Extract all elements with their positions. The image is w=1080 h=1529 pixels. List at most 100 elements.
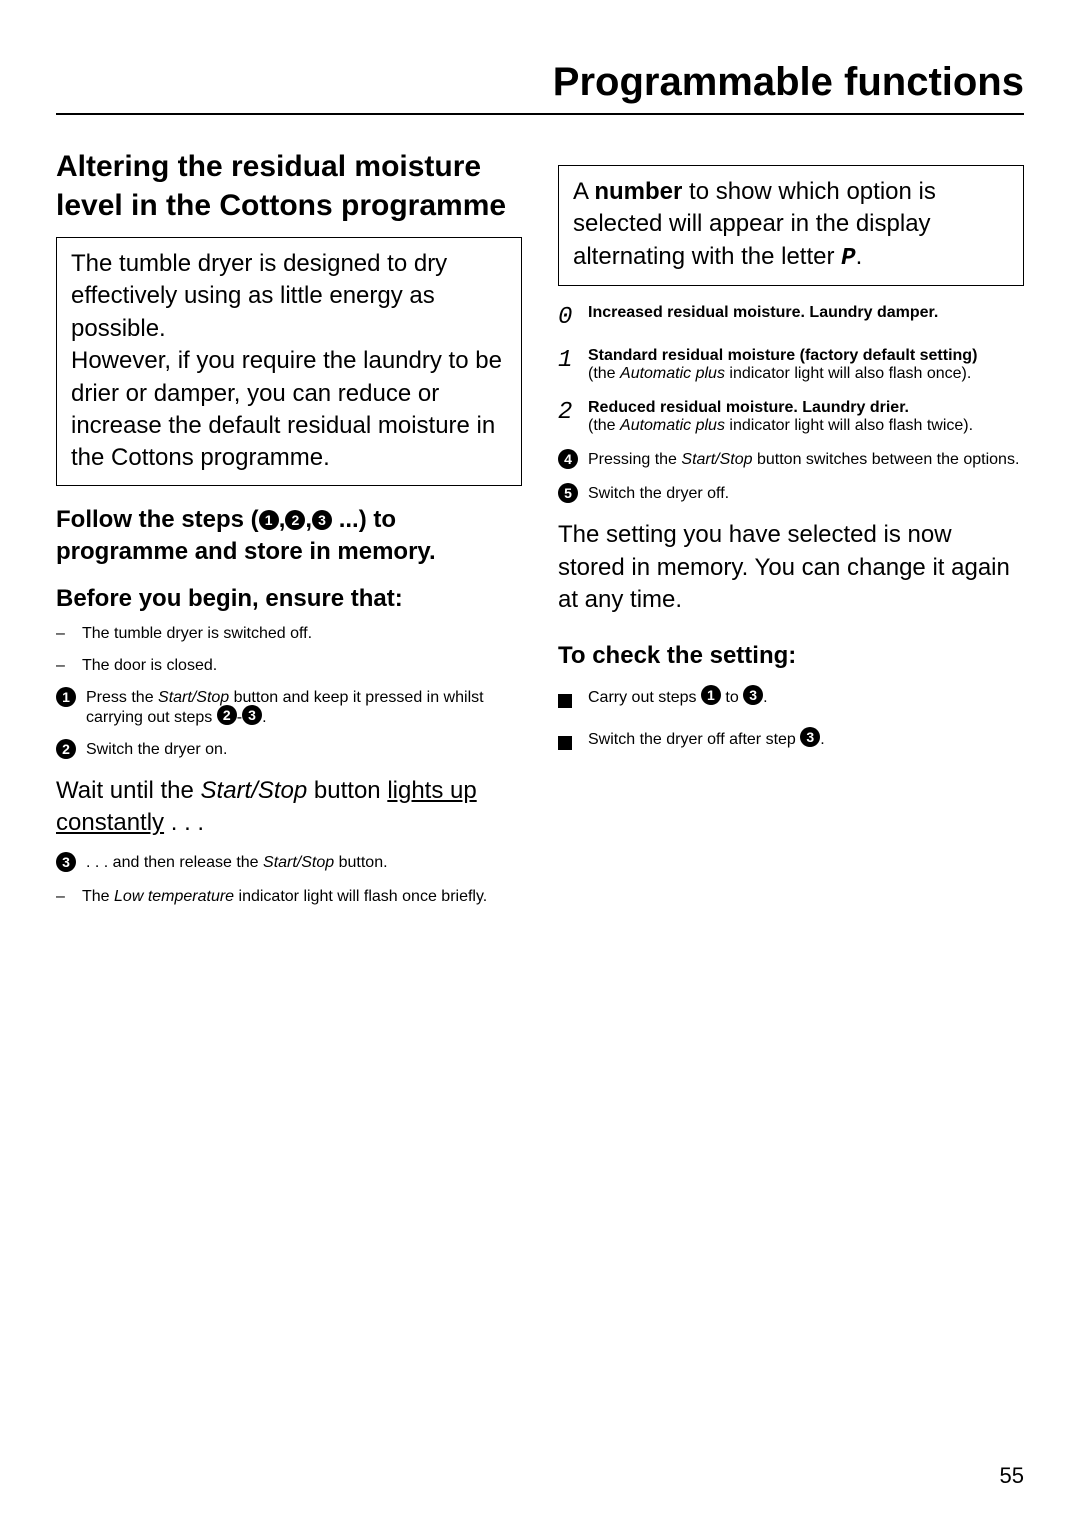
step-2: 2 Switch the dryer on.	[56, 741, 522, 761]
dash-icon: –	[56, 625, 82, 643]
step-marker: 2	[56, 741, 86, 761]
opt1-head: Standard residual moisture (factory defa…	[588, 347, 977, 364]
t: button switches between the options.	[753, 451, 1020, 468]
t: Wait until the	[56, 777, 201, 804]
page-header: Programmable functions	[56, 60, 1024, 115]
t: button.	[334, 854, 387, 871]
option-2-text: Reduced residual moisture. Laundry drier…	[588, 399, 1024, 435]
circle-2-icon: 2	[285, 510, 305, 530]
follow-steps-a: Follow the steps (	[56, 506, 259, 533]
step-4: 4 Pressing the Start/Stop button switche…	[558, 451, 1024, 471]
auto-plus-label: Automatic plus	[620, 417, 725, 434]
step-1-text: Press the Start/Stop button and keep it …	[86, 689, 522, 727]
circle-3-icon: 3	[312, 510, 332, 530]
t: .	[820, 731, 824, 748]
circle-3-icon: 3	[56, 852, 76, 872]
circle-2-icon: 2	[56, 739, 76, 759]
page-title: Programmable functions	[56, 60, 1024, 105]
auto-plus-label: Automatic plus	[620, 365, 725, 382]
check-1: Carry out steps 1 to 3.	[558, 687, 1024, 717]
right-column: A number to show which option is selecte…	[558, 147, 1024, 920]
left-column: Altering the residual moisture level in …	[56, 147, 522, 920]
low-temp-label: Low temperature	[114, 888, 234, 905]
step-marker: 1	[56, 689, 86, 727]
square-bullet-icon	[558, 729, 588, 759]
dash-2-text: The door is closed.	[82, 657, 522, 675]
check-heading: To check the setting:	[558, 640, 1024, 672]
number-word: number	[594, 178, 682, 205]
circle-3-icon: 3	[743, 685, 763, 705]
opt2-head: Reduced residual moisture. Laundry drier…	[588, 399, 909, 416]
circle-1-icon: 1	[701, 685, 721, 705]
t: Pressing the	[588, 451, 681, 468]
circle-3-icon: 3	[242, 705, 262, 725]
t: to	[721, 689, 743, 706]
dash-icon: –	[56, 888, 82, 906]
circle-3-icon: 3	[800, 727, 820, 747]
letter-p: P	[841, 245, 855, 272]
check-1-text: Carry out steps 1 to 3.	[588, 687, 1024, 717]
step-marker: 4	[558, 451, 588, 471]
dash-item-1: – The tumble dryer is switched off.	[56, 625, 522, 643]
t: A	[573, 178, 594, 205]
t: indicator light will also flash twice).	[725, 417, 973, 434]
step-3-text: . . . and then release the Start/Stop bu…	[86, 854, 522, 874]
opt0-head: Increased residual moisture. Laundry dam…	[588, 304, 938, 321]
t: (the	[588, 417, 620, 434]
option-1: 1 Standard residual moisture (factory de…	[558, 347, 1024, 383]
intro-box-text: The tumble dryer is designed to dry effe…	[71, 250, 502, 471]
t: Carry out steps	[588, 689, 701, 706]
seg-digit-1: 1	[558, 347, 588, 383]
t: .	[856, 243, 863, 270]
circle-2-icon: 2	[217, 705, 237, 725]
dash-item-2: – The door is closed.	[56, 657, 522, 675]
circle-1-icon: 1	[259, 510, 279, 530]
intro-box: The tumble dryer is designed to dry effe…	[56, 237, 522, 486]
square-bullet-icon	[558, 687, 588, 717]
step-5-text: Switch the dryer off.	[588, 485, 1024, 505]
section-heading: Altering the residual moisture level in …	[56, 147, 522, 225]
step-5: 5 Switch the dryer off.	[558, 485, 1024, 505]
t: . . . and then release the	[86, 854, 263, 871]
seg-digit-0: 0	[558, 304, 588, 331]
step-4-text: Pressing the Start/Stop button switches …	[588, 451, 1024, 471]
t: The	[82, 888, 114, 905]
start-stop-label: Start/Stop	[158, 689, 229, 706]
follow-steps-line: Follow the steps (1,2,3 ...) to programm…	[56, 504, 522, 569]
t: Switch the dryer off after step	[588, 731, 800, 748]
circle-5-icon: 5	[558, 483, 578, 503]
step-3: 3 . . . and then release the Start/Stop …	[56, 854, 522, 874]
check-2-text: Switch the dryer off after step 3.	[588, 729, 1024, 759]
option-0: 0 Increased residual moisture. Laundry d…	[558, 304, 1024, 331]
dash-item-3: – The Low temperature indicator light wi…	[56, 888, 522, 906]
step-1: 1 Press the Start/Stop button and keep i…	[56, 689, 522, 727]
dash-icon: –	[56, 657, 82, 675]
page-number: 55	[1000, 1463, 1024, 1489]
circle-1-icon: 1	[56, 687, 76, 707]
t: indicator light will flash once briefly.	[234, 888, 487, 905]
option-0-text: Increased residual moisture. Laundry dam…	[588, 304, 1024, 331]
display-box: A number to show which option is selecte…	[558, 165, 1024, 286]
step-marker: 5	[558, 485, 588, 505]
step-2-text: Switch the dryer on.	[86, 741, 522, 761]
t: indicator light will also flash once).	[725, 365, 971, 382]
dash-3-text: The Low temperature indicator light will…	[82, 888, 522, 906]
stored-para: The setting you have selected is now sto…	[558, 519, 1024, 616]
start-stop-label: Start/Stop	[201, 777, 308, 804]
content-columns: Altering the residual moisture level in …	[56, 147, 1024, 920]
t: Press the	[86, 689, 158, 706]
t: .	[763, 689, 767, 706]
t: button	[307, 777, 387, 804]
start-stop-label: Start/Stop	[681, 451, 752, 468]
seg-digit-2: 2	[558, 399, 588, 435]
start-stop-label: Start/Stop	[263, 854, 334, 871]
dash-1-text: The tumble dryer is switched off.	[82, 625, 522, 643]
circle-4-icon: 4	[558, 449, 578, 469]
t: . . .	[164, 809, 204, 836]
before-heading: Before you begin, ensure that:	[56, 583, 522, 615]
wait-para: Wait until the Start/Stop button lights …	[56, 775, 522, 840]
option-2: 2 Reduced residual moisture. Laundry dri…	[558, 399, 1024, 435]
check-2: Switch the dryer off after step 3.	[558, 729, 1024, 759]
option-1-text: Standard residual moisture (factory defa…	[588, 347, 1024, 383]
t: (the	[588, 365, 620, 382]
